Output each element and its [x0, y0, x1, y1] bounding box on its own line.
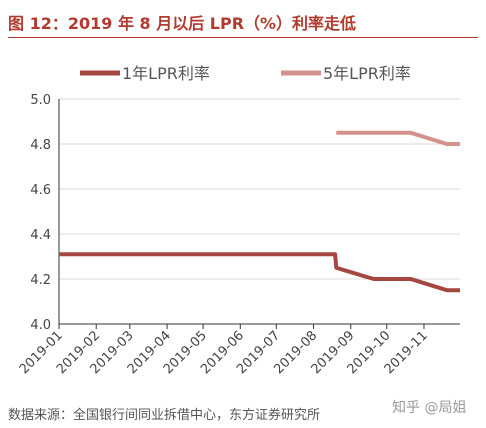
y-tick-label: 4.0 [30, 318, 51, 333]
legend-1y-label: 1年LPR利率 [122, 64, 210, 83]
title-rule [8, 37, 478, 38]
y-axis: 4.0 4.2 4.4 4.6 4.8 5.0 [30, 93, 60, 333]
y-tick-label: 4.8 [30, 138, 51, 153]
y-tick-label: 4.4 [30, 228, 51, 243]
series-1y-line [59, 252, 460, 293]
watermark: 知乎 @局姐 [392, 400, 467, 416]
source-note: 数据来源：全国银行间同业拆借中心，东方证券研究所 [8, 408, 321, 423]
y-tick-label: 5.0 [30, 93, 51, 108]
legend: 1年LPR利率 5年LPR利率 [80, 64, 411, 83]
figure-title: 图 12：2019 年 8 月以后 LPR（%）利率走低 [8, 14, 357, 33]
y-tick-label: 4.2 [30, 273, 51, 288]
series-5y-line [336, 130, 460, 146]
grid [59, 98, 460, 280]
x-axis: 2019-012019-022019-032019-042019-052019-… [17, 323, 460, 377]
series-layer [59, 130, 460, 293]
title-bar: 图 12：2019 年 8 月以后 LPR（%）利率走低 [8, 4, 478, 38]
y-tick-label: 4.6 [30, 183, 51, 198]
legend-5y-label: 5年LPR利率 [323, 64, 411, 83]
